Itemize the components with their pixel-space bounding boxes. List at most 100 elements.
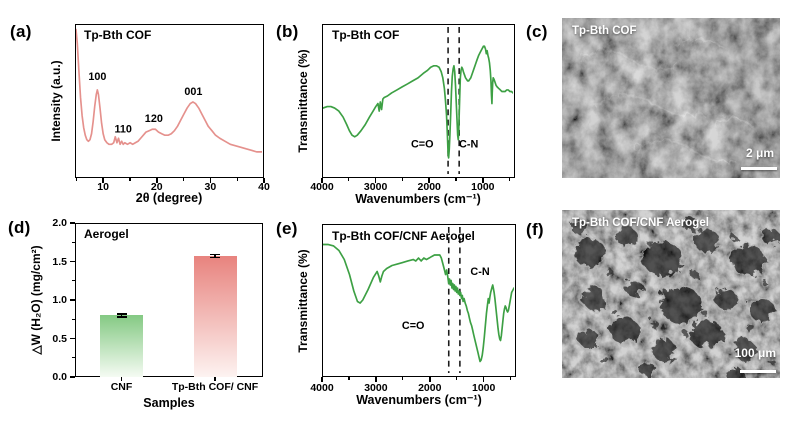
sem-cof-scalebar-line xyxy=(741,167,777,170)
x-minor-tick xyxy=(509,178,511,181)
annotation-C=O: C=O xyxy=(411,139,434,151)
x-minor-tick xyxy=(348,178,350,181)
x-minor-tick xyxy=(236,178,238,181)
y-tick-label: 1.5 xyxy=(52,255,67,268)
x-minor-tick xyxy=(129,178,131,181)
x-tick-label: 20 xyxy=(150,181,163,193)
panel-b-ylabel: Transmittance (%) xyxy=(296,49,310,153)
panel-a-title: Tp-Bth COF xyxy=(84,28,152,42)
annotation-C-N: C-N xyxy=(459,139,478,151)
panel-b-xlabel: Wavenumbers (cm⁻¹) xyxy=(355,192,481,206)
category-label: CNF xyxy=(110,381,133,393)
bar-cnf xyxy=(100,315,143,377)
sem-aerogel-texture xyxy=(562,210,780,378)
x-tick-label: 4000 xyxy=(310,181,334,193)
sem-image-aerogel: Tp-Bth COF/CNF Aerogel 100 μm xyxy=(562,210,780,378)
x-tick xyxy=(482,178,484,183)
xrd-plot-area: 100 110 120 001 xyxy=(75,24,264,178)
panel-d-title: Aerogel xyxy=(84,227,129,241)
panel-label-e: (e) xyxy=(276,219,298,238)
panel-b-title: Tp-Bth COF xyxy=(332,28,400,42)
x-minor-tick xyxy=(348,377,350,380)
sem-aerogel-scalebar-label: 100 μm xyxy=(734,346,776,360)
xrd-curve xyxy=(76,28,262,153)
ftir-curve xyxy=(323,243,514,363)
x-tick-label: 2000 xyxy=(418,382,442,394)
x-tick-label: 3000 xyxy=(363,181,388,193)
sem-aerogel-scalebar-line xyxy=(740,370,776,373)
y-minor-tick xyxy=(72,318,75,320)
error-bar xyxy=(116,313,127,318)
sem-aerogel-title: Tp-Bth COF/CNF Aerogel xyxy=(572,217,709,229)
ftir-cof-plot-area: C=O C-N xyxy=(322,24,515,178)
annotation-001: 001 xyxy=(184,86,202,98)
x-tick xyxy=(263,178,265,183)
x-category-tick xyxy=(120,377,123,381)
panel-label-b: (b) xyxy=(276,22,299,41)
x-minor-tick xyxy=(182,178,185,181)
y-tick xyxy=(70,376,75,378)
ftir-curve xyxy=(323,45,513,159)
panel-label-d: (d) xyxy=(8,218,31,237)
x-tick xyxy=(156,178,158,183)
panel-e-title: Tp-Bth COF/CNF Aerogel xyxy=(332,229,475,243)
panel-a-xlabel: 2θ (degree) xyxy=(135,191,203,205)
x-minor-tick xyxy=(75,178,77,181)
y-tick-label: 1.0 xyxy=(52,294,67,306)
x-tick xyxy=(321,178,323,183)
y-tick xyxy=(70,222,75,224)
x-tick-label: 2000 xyxy=(417,181,441,193)
error-bar-line xyxy=(120,313,123,318)
category-label: Tp-Bth COF/ CNF xyxy=(171,381,259,393)
panel-label-a: (a) xyxy=(10,22,32,41)
x-tick-label: 3000 xyxy=(364,382,388,394)
xrd-curve-svg: 100 110 120 001 xyxy=(76,28,262,153)
x-tick xyxy=(374,178,377,183)
y-minor-tick xyxy=(72,357,75,359)
x-minor-tick xyxy=(510,377,512,380)
sem-image-cof: Tp-Bth COF 2 μm xyxy=(562,18,780,178)
annotation-C=O: C=O xyxy=(402,320,425,332)
panel-d-xlabel: Samples xyxy=(143,396,195,410)
sem-cof-title: Tp-Bth COF xyxy=(572,25,637,37)
y-tick-label: 2.0 xyxy=(52,217,67,229)
y-tick-label: 0.5 xyxy=(52,332,67,345)
x-tick xyxy=(375,377,377,382)
x-tick xyxy=(482,377,485,382)
annotation-100: 100 xyxy=(88,71,106,83)
annotation-110: 110 xyxy=(114,124,131,136)
x-category-tick xyxy=(214,377,216,381)
sem-cof-texture xyxy=(562,18,780,178)
x-tick-label: 1000 xyxy=(471,382,496,394)
ftir-aerogel-plot-area: C=O C-N xyxy=(322,224,516,377)
panel-e-ylabel: Transmittance (%) xyxy=(296,249,310,353)
panel-e-xlabel: Wavenumbers (cm⁻¹) xyxy=(356,393,482,407)
panel-a-ylabel: Intensity (a.u.) xyxy=(49,60,63,142)
x-minor-tick xyxy=(401,178,403,181)
x-tick xyxy=(429,377,431,382)
sem-cof-scalebar-label: 2 μm xyxy=(745,146,774,160)
x-minor-tick xyxy=(456,377,458,380)
x-tick xyxy=(102,178,104,183)
x-tick-label: 4000 xyxy=(310,382,334,394)
panel-label-c: (c) xyxy=(526,22,548,41)
x-tick xyxy=(321,377,323,382)
x-minor-tick xyxy=(455,178,457,181)
y-tick xyxy=(70,299,75,301)
ftir-aerogel-curve-svg: C=O C-N xyxy=(323,226,514,374)
x-tick-label: 30 xyxy=(204,181,217,193)
ftir-cof-curve-svg: C=O C-N xyxy=(323,26,513,175)
error-bar xyxy=(210,253,220,259)
y-tick-label: 0.0 xyxy=(52,371,67,383)
y-tick xyxy=(70,337,75,340)
annotation-C-N: C-N xyxy=(470,266,489,278)
y-minor-tick xyxy=(72,280,75,282)
x-tick-label: 10 xyxy=(97,181,109,193)
error-bar-line xyxy=(214,253,216,259)
y-tick xyxy=(70,260,75,263)
x-minor-tick xyxy=(402,377,404,380)
x-tick xyxy=(428,178,430,183)
annotation-120: 120 xyxy=(145,113,163,125)
panel-label-f: (f) xyxy=(526,220,544,239)
